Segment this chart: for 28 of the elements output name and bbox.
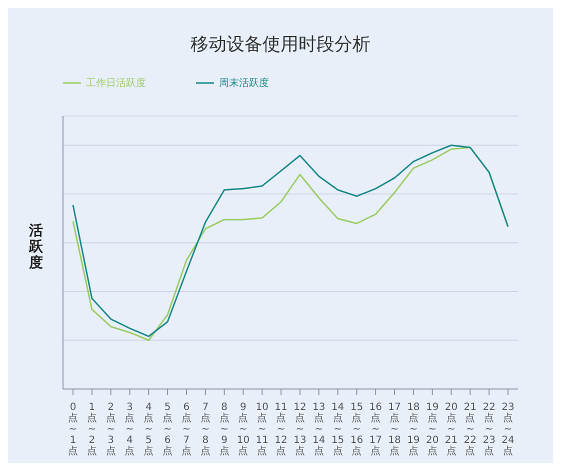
x-tick-label: 0点~1点 (68, 402, 78, 457)
x-tick-label: 2点~3点 (106, 402, 116, 457)
x-tick-label: 22点~23点 (482, 402, 496, 457)
x-tick-label: 13点~14点 (312, 402, 326, 457)
x-tick-label: 19点~20点 (426, 402, 439, 457)
x-tick-label: 14点~15点 (331, 402, 344, 457)
x-tick-label: 18点~19点 (407, 402, 420, 457)
x-tick-label: 6点~7点 (181, 402, 192, 457)
y-axis-title: 活跃度 (28, 223, 44, 271)
x-tick-label: 8点~9点 (219, 402, 230, 457)
x-tick-label: 16点~17点 (369, 402, 382, 457)
x-tick-label: 9点~10点 (236, 402, 250, 457)
x-tick-label: 21点~22点 (464, 402, 477, 457)
x-tick-label: 5点~6点 (162, 402, 173, 457)
x-tick-label: 17点~18点 (388, 402, 401, 457)
chart-title: 移动设备使用时段分析 (190, 33, 372, 57)
x-tick-label: 11点~12点 (274, 402, 288, 457)
x-tick-label: 1点~2点 (86, 402, 97, 457)
x-tick-label: 23点~24点 (502, 402, 514, 457)
legend-label: 周末活跃度 (219, 76, 269, 90)
x-tick-label: 15点~16点 (350, 402, 364, 457)
x-tick-label: 3点~4点 (124, 402, 135, 457)
x-tick-label: 12点~13点 (294, 402, 306, 457)
x-tick-label: 20点~21点 (444, 402, 458, 457)
x-tick-label: 10点~11点 (256, 402, 268, 457)
legend-label: 工作日活跃度 (86, 76, 146, 90)
x-tick-label: 4点~5点 (144, 402, 154, 457)
x-tick-label: 7点~8点 (200, 402, 210, 457)
